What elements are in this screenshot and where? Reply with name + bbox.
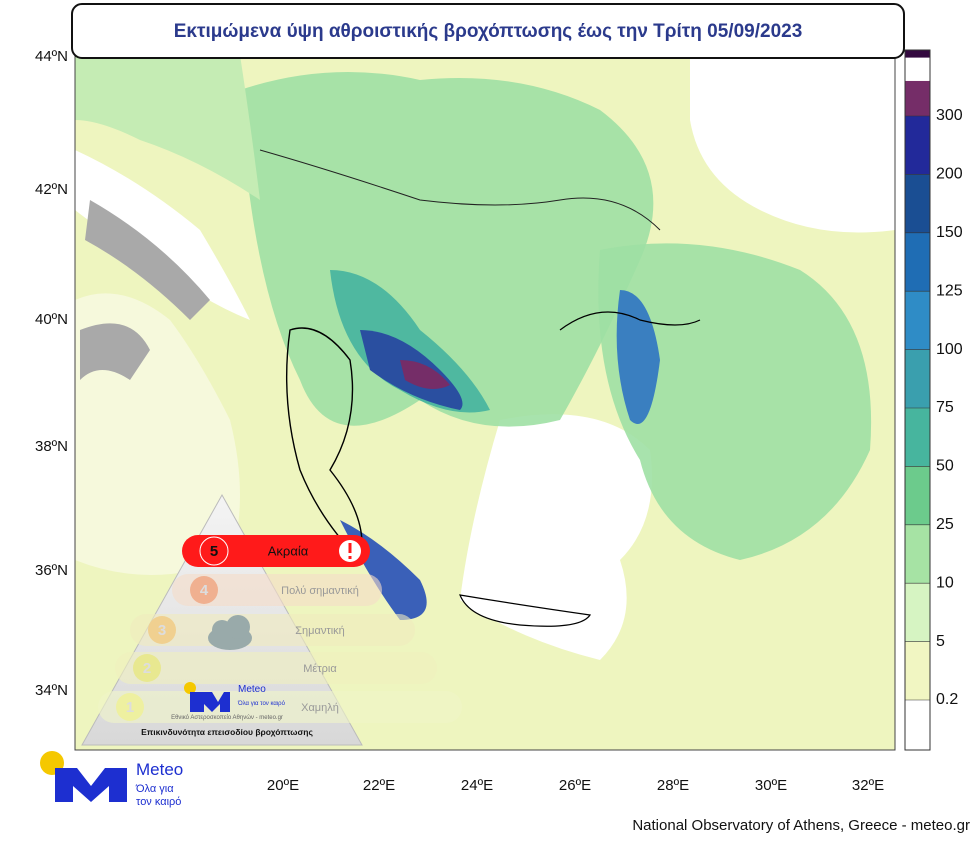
risk-bar (182, 535, 370, 567)
risk-label: Πολύ σημαντική (281, 585, 359, 597)
title: Εκτιμώμενα ύψη αθροιστικής βροχόπτωσης έ… (174, 21, 803, 42)
risk-number: 5 (210, 543, 218, 560)
colorbar-swatch (905, 349, 930, 408)
colorbar-label: 150 (936, 224, 963, 241)
risk-credit: Εθνικό Αστεροσκοπείο Αθηνών - meteo.gr (171, 714, 283, 721)
colorbar-swatch (905, 174, 930, 233)
risk-number: 2 (143, 660, 151, 677)
colorbar-swatch (905, 466, 930, 525)
colorbar-label: 25 (936, 516, 954, 533)
risk-logo-tagline: Όλα για τον καιρό (237, 700, 286, 707)
colorbar-label: 5 (936, 633, 945, 650)
lon-label: 24ºE (461, 777, 493, 794)
risk-badge (190, 576, 218, 604)
logo-tagline: Όλα για (135, 783, 174, 795)
lon-label: 30ºE (755, 777, 787, 794)
alert-icon (348, 543, 352, 553)
colorbar-label: 0.2 (936, 691, 958, 708)
colorbar-swatch (905, 116, 930, 175)
risk-badge (133, 654, 161, 682)
colorbar-swatch (905, 232, 930, 292)
risk-badge (199, 536, 229, 566)
rain-map (75, 55, 895, 750)
risk-panel: 5 Ακραία 4 Πολύ σημαντική 3 Σημαντική 2 Μέτρια 1… (81, 493, 462, 746)
risk-bar (172, 574, 382, 606)
risk-bar (130, 614, 415, 646)
colorbar-label: 200 (936, 166, 963, 183)
lon-label: 20ºE (267, 777, 299, 794)
alert-icon (348, 556, 352, 559)
lon-label: 22ºE (363, 777, 395, 794)
lat-label: 34ºN (35, 682, 68, 699)
risk-bar (115, 652, 437, 684)
colorbar-swatch (905, 583, 930, 642)
logo-name: Meteo (136, 760, 183, 779)
lat-label: 44ºN (35, 48, 68, 65)
risk-badge (148, 616, 176, 644)
colorbar-swatch (905, 80, 930, 116)
lon-label: 26ºE (559, 777, 591, 794)
risk-number: 3 (158, 622, 166, 639)
lon-axis: 20ºE 22ºE 24ºE 26ºE 28ºE 30ºE 32ºE (267, 777, 884, 794)
colorbar-swatch (905, 524, 930, 584)
risk-bar (98, 691, 462, 723)
colorbar-swatch (905, 408, 930, 467)
colorbar-label: 300 (936, 107, 963, 124)
colorbar-label: 10 (936, 574, 954, 591)
risk-number: 4 (200, 582, 209, 599)
lat-label: 42ºN (35, 181, 68, 198)
lon-label: 28ºE (657, 777, 689, 794)
risk-label: Μέτρια (303, 663, 337, 675)
colorbar-swatch (905, 291, 930, 350)
meteo-logo: Meteo Όλα για τον καιρό (40, 751, 183, 808)
colorbar-label: 50 (936, 458, 954, 475)
colorbar-frame (904, 49, 931, 751)
colorbar: 0.2 5 10 25 50 75 100 125 150 200 300 (904, 49, 963, 751)
lat-axis: 44ºN 42ºN 40ºN 38ºN 36ºN 34ºN (35, 48, 68, 699)
risk-label: Ακραία (268, 543, 309, 558)
lat-label: 36ºN (35, 562, 68, 579)
colorbar-swatch (905, 700, 930, 750)
colorbar-label: 125 (936, 282, 963, 299)
colorbar-swatch (905, 50, 930, 58)
lat-label: 38ºN (35, 438, 68, 455)
risk-logo-name: Meteo (238, 684, 266, 695)
footer: National Observatory of Athens, Greece -… (632, 817, 970, 834)
colorbar-swatch (905, 641, 930, 700)
logo-tagline: τον καιρό (136, 796, 181, 808)
cloud-icon (208, 615, 252, 650)
colorbar-label: 100 (936, 341, 963, 358)
title-box (71, 3, 905, 59)
risk-label: Χαμηλή (301, 702, 339, 714)
lat-label: 40ºN (35, 311, 68, 328)
lon-label: 32ºE (852, 777, 884, 794)
risk-label: Σημαντική (295, 625, 345, 637)
risk-caption: Επικινδυνότητα επεισοδίου βροχόπτωσης (141, 727, 313, 737)
risk-badge (116, 693, 144, 721)
colorbar-label: 75 (936, 399, 954, 416)
risk-number: 1 (126, 699, 134, 716)
